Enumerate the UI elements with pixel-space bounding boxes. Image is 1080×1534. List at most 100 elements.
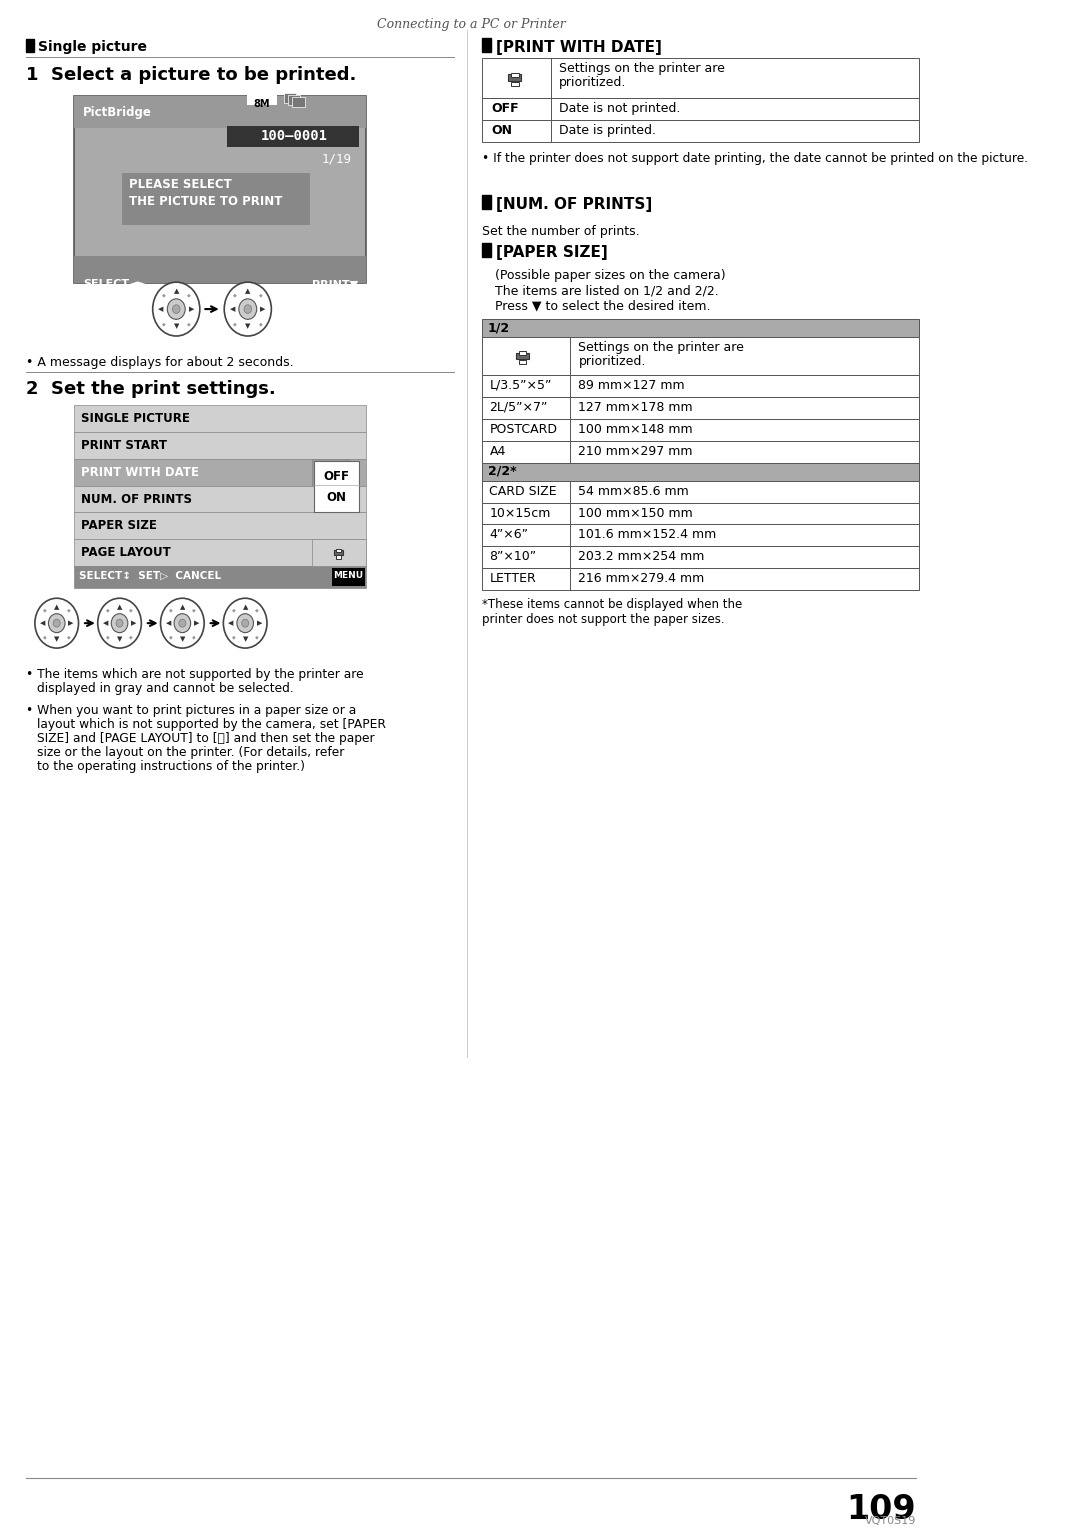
Bar: [336, 549, 341, 552]
Text: • When you want to print pictures in a paper size or a: • When you want to print pictures in a p…: [26, 704, 356, 716]
Bar: [293, 97, 305, 107]
Text: 109: 109: [847, 1493, 916, 1526]
Bar: [288, 95, 300, 104]
Text: Date is printed.: Date is printed.: [559, 124, 657, 137]
Text: PAPER SIZE: PAPER SIZE: [81, 520, 157, 532]
Text: [PAPER SIZE]: [PAPER SIZE]: [497, 245, 608, 261]
Bar: [327, 474, 333, 477]
Text: ◆: ◆: [258, 291, 262, 298]
Text: LETTER: LETTER: [489, 572, 537, 586]
Circle shape: [239, 299, 257, 319]
Text: 54 mm×85.6 mm: 54 mm×85.6 mm: [579, 485, 689, 497]
Bar: [483, 58, 919, 98]
Text: displayed in gray and cannot be selected.: displayed in gray and cannot be selected…: [37, 683, 294, 695]
Text: ◆: ◆: [192, 607, 195, 612]
Text: A4: A4: [489, 445, 505, 457]
Text: ◆: ◆: [255, 607, 259, 612]
Text: 1  Select a picture to be printed.: 1 Select a picture to be printed.: [26, 66, 356, 84]
Text: • The items which are not supported by the printer are: • The items which are not supported by t…: [26, 667, 364, 681]
Text: ◆: ◆: [67, 634, 70, 640]
Text: ◀: ◀: [228, 620, 233, 626]
Text: ▶: ▶: [257, 620, 262, 626]
Text: ◆: ◆: [187, 291, 191, 298]
Bar: [516, 353, 529, 359]
Text: ◆: ◆: [130, 634, 133, 640]
Text: PictBridge: PictBridge: [83, 106, 152, 118]
Text: ◆: ◆: [231, 607, 235, 612]
Text: Connecting to a PC or Printer: Connecting to a PC or Printer: [377, 18, 566, 31]
Text: ◀: ◀: [230, 307, 235, 311]
Bar: [247, 91, 276, 104]
Text: ▶: ▶: [189, 307, 194, 311]
Text: L/3.5”×5”: L/3.5”×5”: [489, 379, 552, 391]
Bar: [483, 480, 919, 503]
Bar: [483, 568, 919, 591]
Text: 1/2: 1/2: [488, 321, 510, 334]
Text: Date is not printed.: Date is not printed.: [559, 101, 680, 115]
Bar: [75, 512, 366, 540]
Text: ◆: ◆: [130, 607, 133, 612]
Bar: [483, 440, 919, 463]
Text: SIZE] and [PAGE LAYOUT] to [⎙] and then set the paper: SIZE] and [PAGE LAYOUT] to [⎙] and then …: [37, 732, 375, 746]
Text: ◀: ◀: [103, 620, 108, 626]
Text: [NUM. OF PRINTS]: [NUM. OF PRINTS]: [497, 198, 652, 212]
Bar: [483, 319, 919, 337]
Circle shape: [97, 598, 141, 647]
Text: CARD SIZE: CARD SIZE: [489, 485, 557, 497]
Text: ◆: ◆: [162, 321, 165, 327]
Text: ▲: ▲: [174, 288, 179, 295]
Text: VQT0S19: VQT0S19: [865, 1516, 916, 1525]
Text: ▼: ▼: [243, 637, 247, 643]
Text: Settings on the printer are: Settings on the printer are: [579, 341, 744, 354]
Text: ▶: ▶: [131, 620, 136, 626]
Bar: [312, 540, 366, 566]
Text: size or the layout on the printer. (For details, refer: size or the layout on the printer. (For …: [37, 746, 345, 759]
Text: OFF: OFF: [491, 101, 518, 115]
Text: ◆: ◆: [168, 634, 173, 640]
Bar: [518, 351, 526, 354]
Text: 8M: 8M: [254, 98, 270, 109]
Text: ◀: ◀: [159, 307, 164, 311]
Text: ON: ON: [491, 124, 512, 137]
Circle shape: [224, 598, 267, 647]
Text: • A message displays for about 2 seconds.: • A message displays for about 2 seconds…: [26, 356, 294, 370]
Bar: [75, 95, 366, 284]
Bar: [483, 120, 919, 141]
Text: ◆: ◆: [43, 634, 46, 640]
Text: SINGLE PICTURE: SINGLE PICTURE: [81, 411, 190, 425]
Text: layout which is not supported by the camera, set [PAPER: layout which is not supported by the cam…: [37, 718, 386, 730]
Text: (Possible paper sizes on the camera): (Possible paper sizes on the camera): [495, 268, 726, 282]
Bar: [312, 459, 349, 486]
Text: 2/2*: 2/2*: [488, 465, 516, 477]
Text: Settings on the printer are: Settings on the printer are: [559, 61, 725, 75]
Bar: [284, 92, 296, 103]
Text: ON: ON: [327, 491, 347, 503]
Text: 101.6 mm×152.4 mm: 101.6 mm×152.4 mm: [579, 528, 717, 542]
Bar: [483, 503, 919, 525]
Text: ◆: ◆: [192, 634, 195, 640]
Circle shape: [53, 620, 60, 627]
Text: 100 mm×148 mm: 100 mm×148 mm: [579, 423, 693, 436]
Circle shape: [49, 614, 65, 632]
Bar: [483, 195, 491, 209]
Text: ◆: ◆: [233, 321, 237, 327]
Circle shape: [179, 620, 186, 627]
Text: SELECT↕  SET▷  CANCEL: SELECT↕ SET▷ CANCEL: [80, 571, 221, 580]
Text: THE PICTURE TO PRINT: THE PICTURE TO PRINT: [130, 195, 283, 209]
Bar: [483, 525, 919, 546]
Circle shape: [167, 299, 185, 319]
Text: ◆: ◆: [43, 607, 46, 612]
Circle shape: [111, 614, 127, 632]
Text: The items are listed on 1/2 and 2/2.: The items are listed on 1/2 and 2/2.: [495, 284, 718, 298]
Text: ▶: ▶: [68, 620, 73, 626]
Circle shape: [173, 305, 180, 313]
Text: Single picture: Single picture: [39, 40, 147, 54]
Text: 216 mm×279.4 mm: 216 mm×279.4 mm: [579, 572, 705, 586]
Text: ◆: ◆: [106, 634, 110, 640]
Bar: [327, 468, 333, 471]
Bar: [75, 431, 366, 459]
Circle shape: [174, 614, 191, 632]
Text: ►: ►: [352, 466, 360, 474]
Bar: [325, 469, 335, 474]
Bar: [483, 98, 919, 120]
